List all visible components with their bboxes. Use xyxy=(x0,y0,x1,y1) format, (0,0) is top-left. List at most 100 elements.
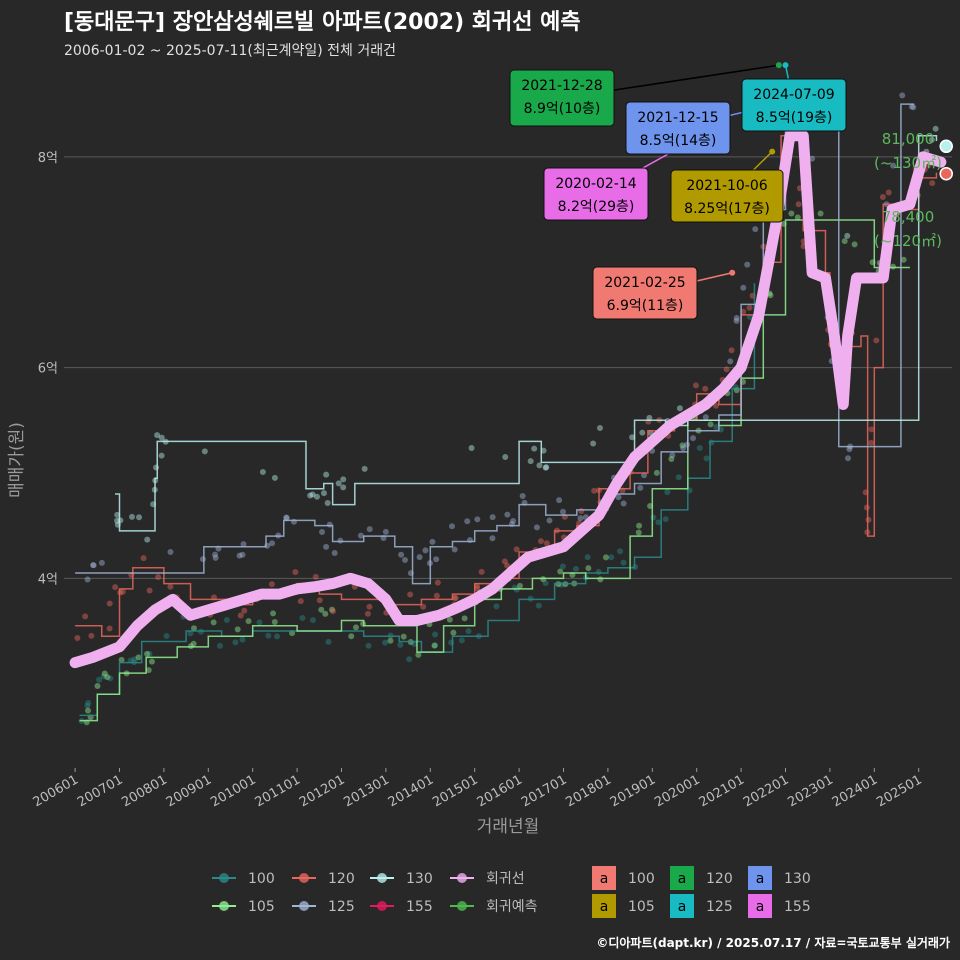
scatter-point xyxy=(533,524,540,531)
annotation-box xyxy=(625,101,731,155)
scatter-point xyxy=(239,636,246,643)
scatter-point xyxy=(273,633,280,640)
scatter-point xyxy=(245,618,252,625)
scatter-point xyxy=(595,568,602,575)
scatter-point xyxy=(465,628,472,635)
y-axis-title: 매매가(원) xyxy=(7,422,27,498)
scatter-point xyxy=(794,214,801,221)
scatter-point xyxy=(309,491,316,498)
legend-dot-key xyxy=(299,873,309,883)
scatter-point xyxy=(320,490,327,497)
scatter-point xyxy=(433,592,440,599)
scatter-point xyxy=(664,489,671,496)
x-tick-label: 201501 xyxy=(430,772,480,810)
scatter-point xyxy=(519,492,526,499)
scatter-point xyxy=(431,642,438,649)
annotation-price: 8.9억(10층) xyxy=(524,101,601,117)
scatter-point xyxy=(144,536,151,543)
scatter-point xyxy=(337,537,344,544)
annotation-marker xyxy=(729,269,736,276)
scatter-point xyxy=(387,632,394,639)
annotation-date: 2021-02-25 xyxy=(604,275,685,291)
legend-box-glyph: a xyxy=(678,899,687,915)
scatter-point xyxy=(879,194,886,201)
scatter-point xyxy=(146,650,153,657)
annotation-price: 8.5억(19층) xyxy=(756,110,833,126)
scatter-point xyxy=(597,576,604,583)
scatter-point xyxy=(932,125,939,132)
scatter-point xyxy=(451,546,458,553)
scatter-point xyxy=(458,637,465,644)
scatter-point xyxy=(929,180,936,187)
scatter-point xyxy=(692,382,699,389)
scatter-point xyxy=(572,565,579,572)
chart-title: [동대문구] 장안삼성쉐르빌 아파트(2002) 회귀선 예측 xyxy=(64,10,581,35)
legend-label: 155 xyxy=(406,899,433,915)
scatter-point xyxy=(101,670,108,677)
scatter-point xyxy=(493,603,500,610)
scatter-point xyxy=(620,500,627,507)
scatter-point xyxy=(318,606,325,613)
scatter-point xyxy=(501,558,508,565)
scatter-point xyxy=(433,556,440,563)
scatter-point xyxy=(234,626,241,633)
scatter-point xyxy=(348,633,355,640)
scatter-point xyxy=(728,347,735,354)
legend-dot-key xyxy=(377,873,387,883)
scatter-point xyxy=(650,514,657,521)
annotation-date: 2024-07-09 xyxy=(753,87,834,103)
scatter-point xyxy=(707,421,714,428)
annotation-box xyxy=(509,69,615,127)
scatter-point xyxy=(461,615,468,622)
scatter-point xyxy=(217,642,224,649)
series-line-125 xyxy=(75,103,915,585)
scatter-point xyxy=(366,603,373,610)
y-tick-label: 6억 xyxy=(38,362,58,377)
scatter-point xyxy=(478,568,485,575)
scatter-point xyxy=(474,585,481,592)
scatter-point xyxy=(464,518,471,525)
scatter-point xyxy=(690,435,697,442)
x-tick-label: 201201 xyxy=(297,772,347,810)
scatter-point xyxy=(265,632,272,639)
scatter-point xyxy=(543,464,550,471)
scatter-point xyxy=(241,607,248,614)
scatter-point xyxy=(696,444,703,451)
scatter-point xyxy=(329,606,336,613)
scatter-point xyxy=(136,514,143,521)
scatter-point xyxy=(890,263,897,270)
scatter-point xyxy=(271,474,278,481)
scatter-point xyxy=(639,429,646,436)
scatter-point xyxy=(557,568,564,575)
axes-layer: 4억 6억 8억 2006012007012008012009012010012011… xyxy=(7,151,925,837)
annotation-box xyxy=(592,266,698,320)
scatter-point xyxy=(283,514,290,521)
scatter-point xyxy=(74,634,81,641)
scatter-point xyxy=(271,618,278,625)
scatter-point xyxy=(795,201,802,208)
scatter-point xyxy=(536,462,543,469)
scatter-point xyxy=(636,522,643,529)
scatter-point xyxy=(210,619,217,626)
scatter-point xyxy=(629,434,636,441)
legend-box-glyph: a xyxy=(600,871,609,887)
scatter-point xyxy=(232,639,239,646)
scatter-point xyxy=(163,633,170,640)
legend-box-label: 130 xyxy=(784,871,811,887)
scatter-point xyxy=(158,434,165,441)
scatter-point xyxy=(240,541,247,548)
legend-box-key xyxy=(592,866,616,890)
scatter-point xyxy=(746,304,753,311)
legend-box-key xyxy=(748,894,772,918)
forecast-point xyxy=(939,166,953,181)
scatter-point xyxy=(527,458,534,465)
scatter-point xyxy=(402,556,409,563)
scatter-point xyxy=(129,513,136,520)
scatter-point xyxy=(542,580,549,587)
scatter-point xyxy=(325,638,332,645)
scatter-point xyxy=(863,504,870,511)
scatter-point xyxy=(712,402,719,409)
scatter-point xyxy=(387,637,394,644)
scatter-point xyxy=(788,210,795,217)
legend-box-glyph: a xyxy=(678,871,687,887)
